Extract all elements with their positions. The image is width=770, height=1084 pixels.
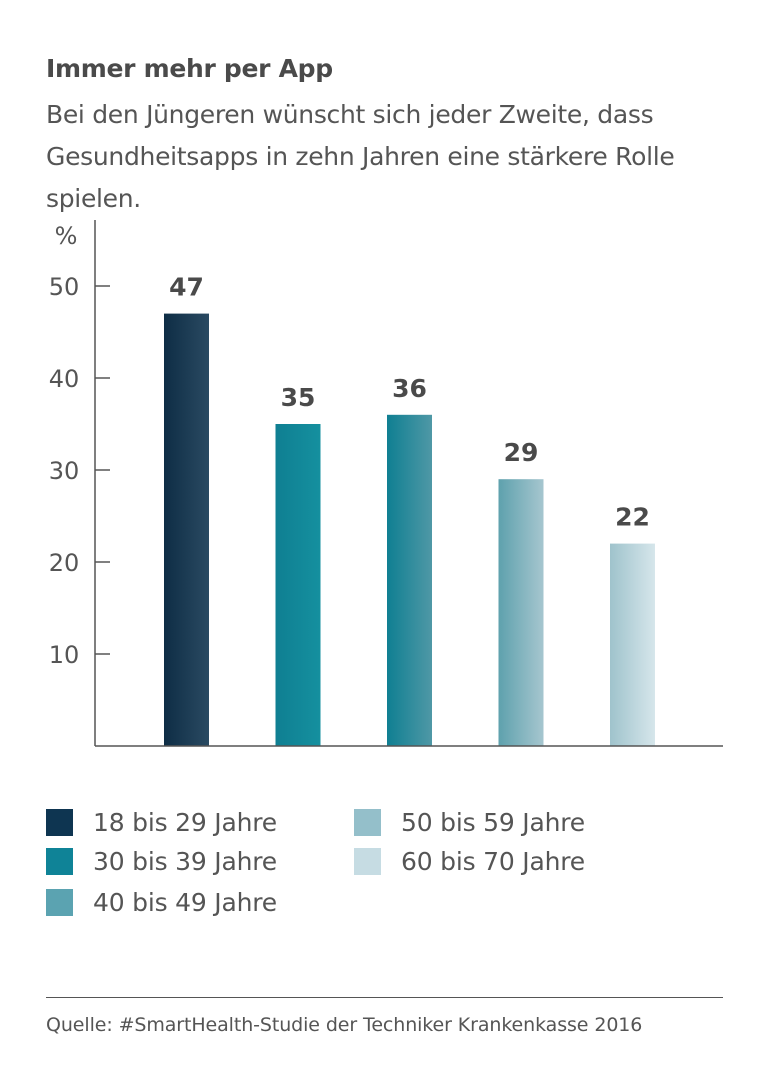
legend-item: 60 bis 70 Jahre — [354, 847, 585, 876]
legend-item: 30 bis 39 Jahre — [46, 847, 277, 876]
bar-value-label: 35 — [281, 383, 316, 412]
source-note: Quelle: #SmartHealth-Studie der Technike… — [46, 1014, 643, 1036]
y-tick-label: 40 — [49, 365, 80, 393]
legend-label: 40 bis 49 Jahre — [93, 888, 277, 917]
y-tick-label: 20 — [49, 549, 80, 577]
legend-swatch — [46, 848, 73, 875]
legend-swatch — [46, 889, 73, 916]
chart-title: Immer mehr per App — [46, 54, 333, 83]
chart-subtitle: Bei den Jüngeren wünscht sich jeder Zwei… — [46, 100, 675, 213]
legend-item: 50 bis 59 Jahre — [354, 808, 585, 837]
bar-value-labels: 47 35 36 29 22 — [169, 273, 650, 532]
y-axis-ticks: 10 20 30 40 50 — [49, 273, 110, 669]
legend-label: 18 bis 29 Jahre — [93, 808, 277, 837]
legend-item: 40 bis 49 Jahre — [46, 888, 277, 917]
legend-swatch — [354, 848, 381, 875]
bar-3 — [387, 414, 432, 746]
legend-swatch — [46, 809, 73, 836]
bar-4 — [498, 479, 544, 746]
bars — [164, 313, 655, 746]
legend-label: 60 bis 70 Jahre — [401, 847, 585, 876]
legend-label: 50 bis 59 Jahre — [401, 808, 585, 837]
legend-label: 30 bis 39 Jahre — [93, 847, 277, 876]
bar-2 — [275, 424, 321, 746]
legend-item: 18 bis 29 Jahre — [46, 808, 277, 837]
y-tick-label: 10 — [49, 641, 80, 669]
y-tick-label: 50 — [49, 273, 80, 301]
source-divider — [46, 997, 723, 998]
bar-value-label: 47 — [169, 273, 204, 302]
y-tick-label: 30 — [49, 457, 80, 485]
y-axis-unit-label: % — [55, 222, 78, 250]
legend-swatch — [354, 809, 381, 836]
bar-chart: % 10 20 30 40 50 47 35 36 29 22 — [49, 220, 723, 747]
bar-value-label: 36 — [392, 374, 427, 403]
bar-1 — [164, 313, 209, 746]
bar-5 — [610, 543, 655, 746]
bar-value-label: 22 — [615, 503, 650, 532]
bar-value-label: 29 — [504, 438, 539, 467]
